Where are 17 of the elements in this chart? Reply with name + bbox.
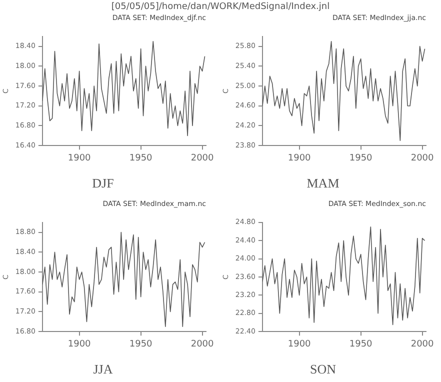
text: DJF <box>92 176 114 191</box>
text: JJA <box>93 362 114 377</box>
x-tick-label: 1900 <box>288 153 312 164</box>
x-tick-label: 1950 <box>349 339 373 350</box>
x-tick-label: 2000 <box>410 153 434 164</box>
x-tick-label: 2000 <box>410 339 434 350</box>
text: SON <box>310 362 337 377</box>
x-tick-label: 1900 <box>68 339 92 350</box>
x-tick-label: 1950 <box>129 339 153 350</box>
text: [05/05/05]/home/dan/WORK/MedSignal/Index.jnl <box>110 2 331 12</box>
text: MAM <box>306 176 340 191</box>
x-tick-label: 1900 <box>288 339 312 350</box>
x-tick-label: 2000 <box>190 153 214 164</box>
x-tick-label: 1950 <box>349 153 373 164</box>
x-tick-label: 2000 <box>190 339 214 350</box>
x-tick-label: 1950 <box>129 153 153 164</box>
x-tick-label: 1900 <box>68 153 92 164</box>
